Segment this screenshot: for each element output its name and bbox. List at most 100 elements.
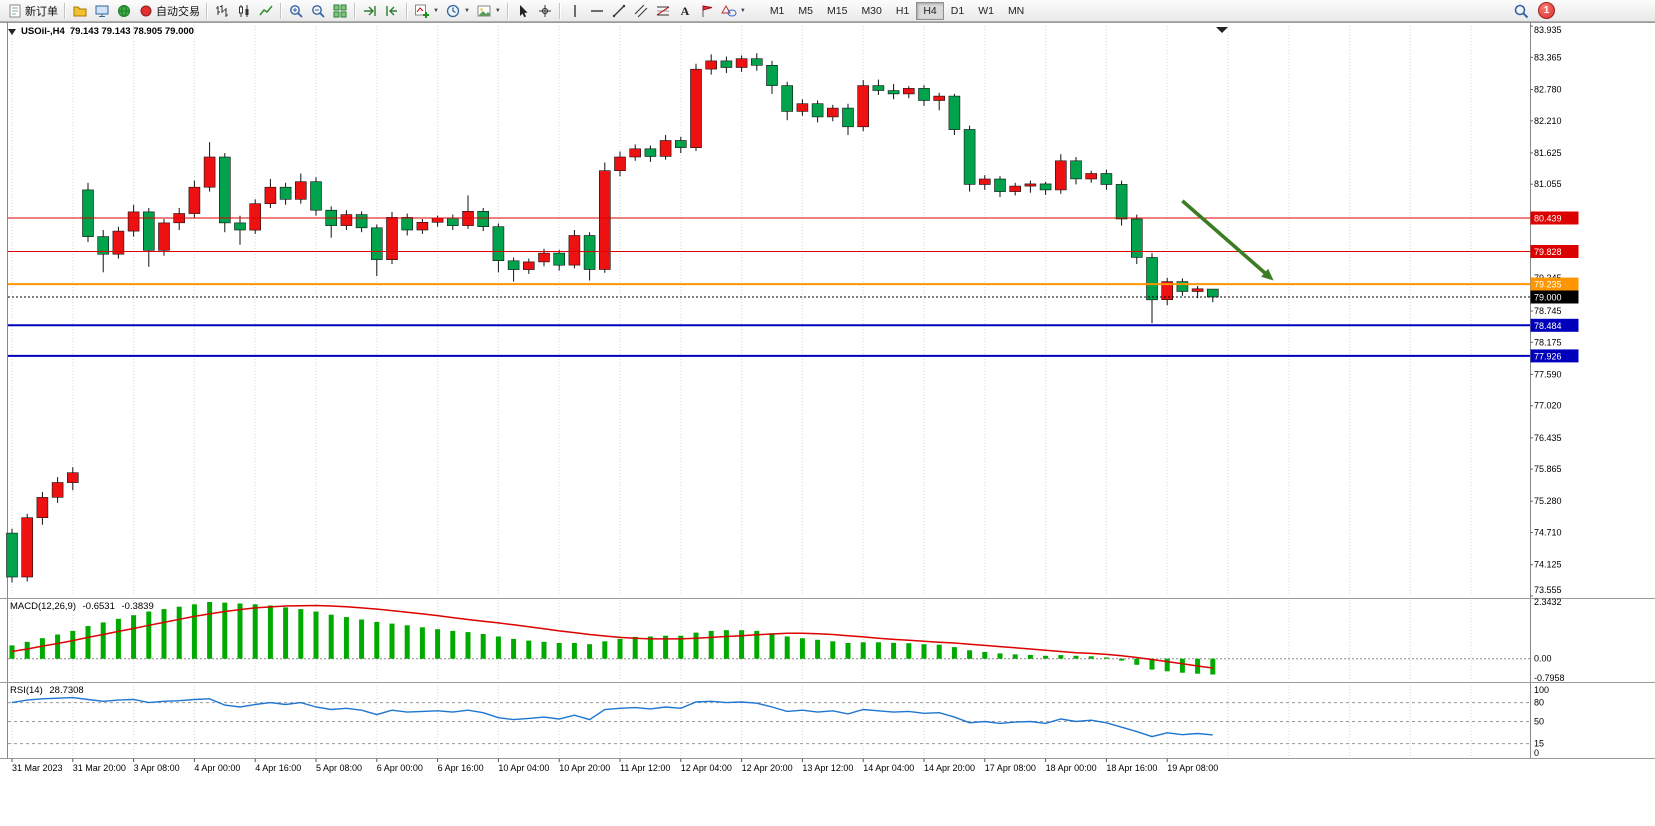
horizontal-line-button[interactable] (586, 1, 608, 21)
price-axis-label: 75.280 (1534, 496, 1562, 506)
macd-histogram-bar (967, 650, 973, 659)
shapes-button[interactable]: ▼ (718, 1, 749, 21)
new-order-icon (9, 4, 21, 17)
macd-histogram-bar (374, 621, 380, 659)
periods-button[interactable]: ▼ (442, 1, 473, 21)
candle-body (67, 472, 79, 483)
line-chart-button[interactable] (255, 1, 277, 21)
market-watch-button[interactable] (91, 1, 113, 21)
timeframe-d1-button[interactable]: D1 (944, 2, 971, 20)
price-axis-label: 74.125 (1534, 560, 1562, 570)
time-axis-label: 18 Apr 00:00 (1046, 763, 1097, 773)
zoom-out-button[interactable] (307, 1, 329, 21)
price-axis-label: 78.745 (1534, 306, 1562, 316)
candle-body (735, 58, 748, 68)
profiles-icon (73, 6, 87, 16)
price-axis-label: 82.780 (1534, 85, 1562, 95)
price-chart-svg[interactable]: 83.93583.36582.78082.21081.62581.05579.3… (0, 22, 1655, 826)
rsi-axis-label: 80 (1534, 698, 1544, 708)
chart-shift-marker[interactable] (1216, 27, 1228, 33)
macd-histogram-bar (723, 630, 729, 659)
timeframe-m5-button[interactable]: M5 (791, 2, 820, 20)
macd-histogram-bar (1073, 655, 1079, 659)
bar-chart-button[interactable] (211, 1, 233, 21)
rsi-panel[interactable]: 100 80 50 150 (8, 685, 1549, 758)
price-badge (1530, 277, 1579, 291)
time-axis[interactable]: 31 Mar 2023 31 Mar 20:00 3 Apr 08:00 4 Apr … (11, 758, 1218, 774)
candle-body (872, 85, 885, 91)
navigator-button[interactable] (113, 1, 135, 21)
tile-windows-button[interactable] (329, 1, 351, 21)
macd-main-value: -0.6531 (82, 601, 115, 612)
macd-histogram-bar (39, 638, 45, 659)
timeframe-mn-button[interactable]: MN (1001, 2, 1031, 20)
profiles-button[interactable] (69, 1, 91, 21)
vertical-line-button[interactable] (564, 1, 586, 21)
chart-window[interactable]: 83.93583.36582.78082.21081.62581.05579.3… (0, 22, 1655, 826)
zoom-in-button[interactable] (285, 1, 307, 21)
templates-button[interactable]: ▼ (473, 1, 504, 21)
time-axis-label: 19 Apr 08:00 (1167, 763, 1218, 773)
macd-histogram-bar (1043, 655, 1049, 659)
timeframe-h4-button[interactable]: H4 (916, 1, 944, 20)
autotrading-button[interactable]: 自动交易 (135, 1, 203, 21)
timeframe-w1-button[interactable]: W1 (971, 2, 1001, 20)
macd-histogram-bar (997, 653, 1003, 659)
candles-layer[interactable] (6, 53, 1219, 583)
macd-axis-zero: 0.00 (1534, 654, 1552, 664)
price-axis-label: 77.020 (1534, 401, 1562, 411)
candle-body (1024, 183, 1037, 187)
crosshair-button[interactable] (534, 1, 556, 21)
candle-body (370, 227, 383, 260)
cursor-button[interactable] (512, 1, 534, 21)
text-icon: A (681, 4, 690, 18)
indicators-button[interactable]: ▼ (411, 1, 442, 21)
timeframe-m30-button[interactable]: M30 (854, 2, 888, 20)
price-axis[interactable]: 83.93583.36582.78082.21081.62581.05579.3… (1530, 25, 1579, 597)
fibonacci-button[interactable] (652, 1, 674, 21)
timeframe-m15-button[interactable]: M15 (820, 2, 854, 20)
candle-body (978, 178, 991, 185)
trend-arrow[interactable] (1181, 199, 1274, 281)
macd-axis-min: -0.7958 (1534, 673, 1565, 683)
candle-body (1055, 160, 1067, 191)
text-button[interactable]: A (674, 1, 696, 21)
label-button[interactable] (696, 1, 718, 21)
macd-histogram-bar (389, 623, 395, 659)
price-badge-label: 79.828 (1534, 247, 1562, 257)
timeframe-m1-button[interactable]: M1 (763, 2, 792, 20)
time-axis-label: 14 Apr 20:00 (924, 763, 975, 773)
tile-windows-icon (333, 4, 347, 17)
macd-histogram-bar (617, 638, 623, 659)
price-badge (1530, 245, 1579, 258)
macd-histogram-bar (891, 642, 897, 659)
candle-body (963, 129, 976, 185)
chart-title: USOil-,H4 79.143 79.143 78.905 79.000 (8, 26, 194, 37)
auto-scroll-button[interactable] (359, 1, 381, 21)
macd-histogram-bar (328, 614, 334, 659)
macd-axis-max: 2.3432 (1534, 597, 1562, 607)
search-button[interactable] (1510, 1, 1532, 21)
new-order-button[interactable]: 新订单 (4, 1, 61, 21)
macd-panel[interactable]: 2.3432 0.00 -0.7958 (8, 597, 1565, 683)
macd-histogram-bar (739, 630, 745, 659)
trendline-button[interactable] (608, 1, 630, 21)
price-badge-label: 78.484 (1534, 321, 1562, 331)
chart-shift-button[interactable] (381, 1, 403, 21)
rsi-axis-label: 0 (1534, 748, 1539, 758)
candle-body (127, 211, 140, 232)
horizontal-line-objects[interactable] (8, 217, 1530, 357)
toolbar-separator (206, 2, 208, 19)
channel-button[interactable] (630, 1, 652, 21)
macd-histogram-bar (982, 652, 988, 659)
template-icon (477, 5, 491, 16)
macd-histogram-bar (541, 641, 547, 659)
macd-histogram-bar (176, 606, 182, 659)
timeframe-h1-button[interactable]: H1 (889, 2, 916, 20)
candle-body (386, 217, 398, 260)
candle-body (1161, 281, 1173, 301)
toolbar-separator (406, 2, 408, 19)
one-click-trading-toggle[interactable] (8, 28, 16, 35)
candlestick-chart-button[interactable] (233, 1, 255, 21)
notification-badge[interactable]: 1 (1538, 2, 1555, 19)
